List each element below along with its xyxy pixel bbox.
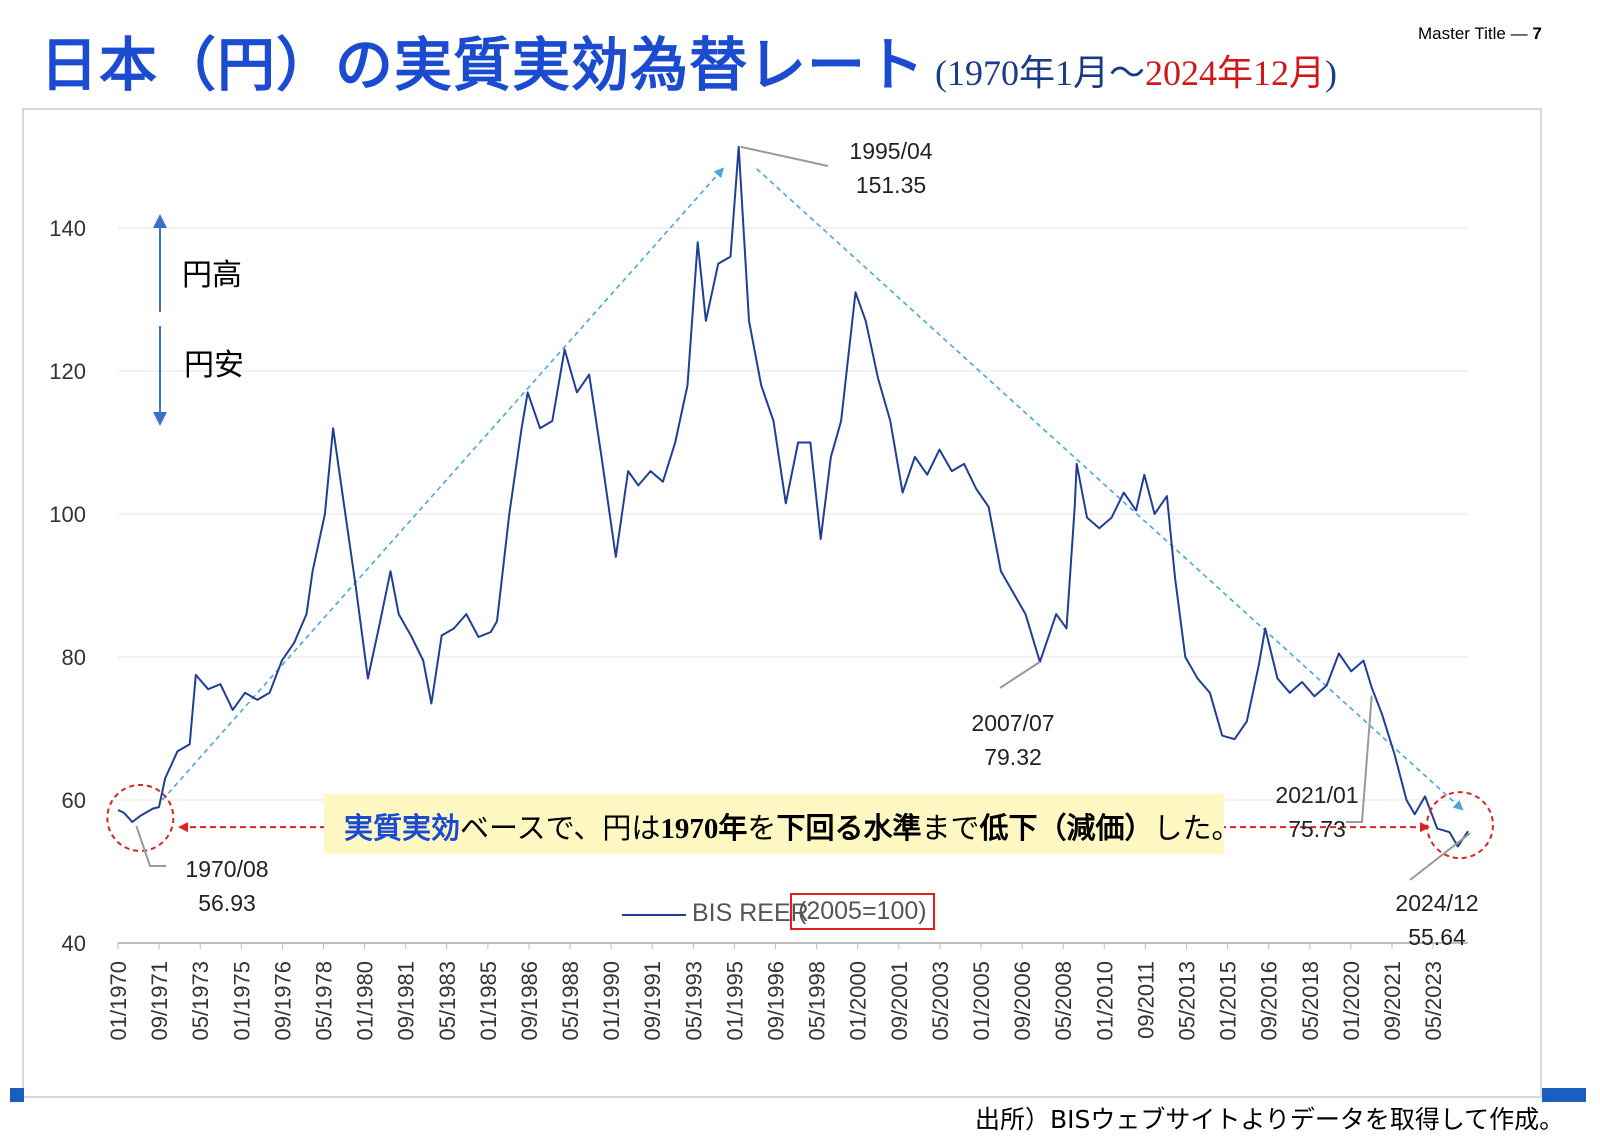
- leader-1970: [135, 825, 166, 867]
- x-tick-label: 01/1985: [476, 961, 501, 1041]
- page-number: 7: [1532, 24, 1542, 43]
- title-range: (1970年1月～2024年12月): [935, 53, 1338, 93]
- x-tick-label: 01/2000: [846, 961, 871, 1041]
- x-tick-label: 05/2018: [1298, 961, 1323, 1041]
- x-tick-label: 01/1980: [353, 961, 378, 1041]
- x-tick-label: 05/1973: [188, 961, 213, 1041]
- leader-2024: [1409, 832, 1471, 881]
- annotation-value: 79.32: [984, 744, 1042, 770]
- x-tick-label: 09/2001: [887, 961, 912, 1041]
- yen-weak-label: 円安: [184, 348, 244, 383]
- x-tick-label: 01/1995: [722, 961, 747, 1041]
- annotation-date: 1995/04: [849, 138, 933, 164]
- legend-base-box: (2005=100): [790, 893, 935, 930]
- x-tick-label: 01/2020: [1339, 961, 1364, 1041]
- x-tick-label: 01/1975: [229, 961, 254, 1041]
- title-main: 日本（円）の実質実効為替レート: [40, 31, 926, 99]
- x-tick-label: 05/1978: [311, 961, 336, 1041]
- annotation-date: 1970/08: [185, 856, 269, 882]
- annotation-value: 56.93: [198, 890, 256, 916]
- source-note: 出所）BISウェブサイトよりデータを取得して作成。: [975, 1105, 1565, 1134]
- leader-1995: [740, 145, 829, 167]
- leader-2007: [999, 661, 1041, 689]
- annotation-date: 2021/01: [1275, 782, 1359, 808]
- x-tick-label: 05/2013: [1174, 961, 1199, 1041]
- x-tick-label: 05/1983: [435, 961, 460, 1041]
- y-tick-label: 40: [62, 931, 86, 956]
- x-tick-label: 09/2021: [1380, 961, 1405, 1041]
- annotation-low-2007: 2007/07 79.32: [958, 706, 1068, 774]
- x-tick-label: 01/1990: [599, 961, 624, 1041]
- leader-2021: [1346, 695, 1373, 823]
- x-tick-label: 05/2023: [1421, 961, 1446, 1041]
- decor-bar-left: [10, 1088, 24, 1102]
- legend-line-swatch: [622, 914, 686, 916]
- x-tick-label: 09/1976: [270, 961, 295, 1041]
- annotation-latest-2024: 2024/12 55.64: [1382, 886, 1492, 954]
- annotation-low-1970: 1970/08 56.93: [172, 852, 282, 920]
- x-tick-label: 09/1971: [147, 961, 172, 1041]
- callout-text: 実質実効ベースで、円は1970年を下回る水準まで低下（減価）した。: [344, 811, 1241, 845]
- master-title: Master Title — 7: [1418, 24, 1542, 43]
- x-tick-label: 09/2011: [1133, 961, 1158, 1039]
- x-tick-label: 09/2006: [1010, 961, 1035, 1041]
- x-tick-label: 09/2016: [1257, 961, 1282, 1041]
- y-tick-label: 80: [62, 645, 86, 670]
- chart-frame: [22, 108, 1542, 1098]
- trend-arrow-down: [756, 168, 1464, 811]
- x-tick-label: 09/1981: [394, 961, 419, 1041]
- x-tick-label: 01/2015: [1216, 961, 1241, 1041]
- x-tick-label: 05/1988: [558, 961, 583, 1041]
- x-tick-label: 01/2005: [969, 961, 994, 1041]
- x-tick-label: 01/1970: [106, 961, 131, 1041]
- series-line-bis-reer: [117, 145, 1469, 848]
- x-tick-label: 05/2008: [1051, 961, 1076, 1041]
- x-tick-label: 09/1991: [640, 961, 665, 1041]
- annotation-value: 151.35: [855, 172, 927, 198]
- y-tick-label: 60: [62, 788, 86, 813]
- y-tick-label: 140: [49, 216, 86, 241]
- x-tick-label: 05/1993: [681, 961, 706, 1041]
- y-tick-label: 100: [49, 502, 86, 527]
- x-tick-label: 09/1986: [517, 961, 542, 1041]
- page-title: 日本（円）の実質実効為替レート (1970年1月～2024年12月): [40, 18, 1337, 102]
- title-range-end: 2024年12月: [1145, 53, 1326, 93]
- x-tick-label: 09/1996: [764, 961, 789, 1041]
- x-tick-label: 05/2003: [928, 961, 953, 1041]
- decor-bar-right: [1542, 1088, 1586, 1102]
- highlight-circle-1970: [106, 783, 175, 852]
- annotation-value: 75.73: [1288, 816, 1346, 842]
- annotation-value: 55.64: [1408, 924, 1466, 950]
- annotation-date: 2007/07: [971, 710, 1055, 736]
- trend-arrow-up: [161, 167, 725, 801]
- annotation-peak-1995: 1995/04 151.35: [836, 134, 946, 202]
- x-tick-label: 05/1998: [805, 961, 830, 1041]
- yen-strong-label: 円高: [182, 258, 242, 293]
- annotation-date: 2024/12: [1395, 890, 1479, 916]
- y-tick-label: 120: [49, 359, 86, 384]
- legend-series-name: BIS REER: [692, 899, 809, 927]
- annotation-2021: 2021/01 75.73: [1262, 778, 1372, 846]
- x-tick-label: 01/2010: [1092, 961, 1117, 1041]
- callout-box: [324, 794, 1224, 854]
